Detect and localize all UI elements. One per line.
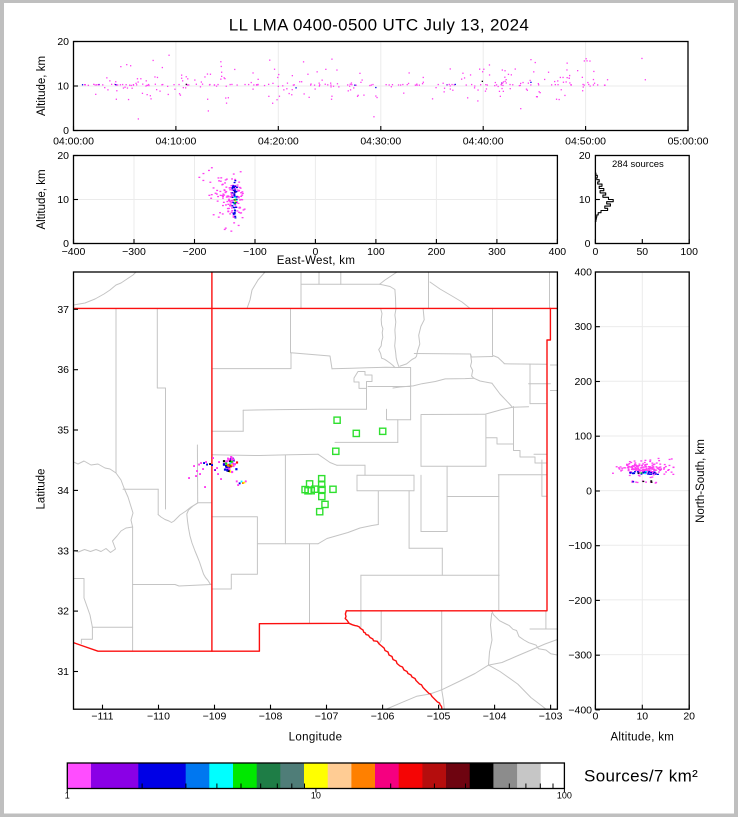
svg-text:Sources/7 km²: Sources/7 km² [584, 767, 698, 786]
svg-text:Longitude: Longitude [289, 732, 343, 744]
svg-text:284 sources: 284 sources [612, 159, 664, 170]
svg-text:32: 32 [57, 606, 69, 618]
svg-text:−300: −300 [568, 650, 592, 662]
svg-text:Altitude, km: Altitude, km [36, 169, 48, 229]
svg-text:100: 100 [557, 791, 572, 801]
svg-text:37: 37 [57, 304, 69, 316]
svg-text:0: 0 [592, 246, 598, 258]
svg-text:−105: −105 [427, 711, 451, 723]
svg-text:LL LMA 0400-0500 UTC July 13,: LL LMA 0400-0500 UTC July 13, 2024 [229, 16, 529, 35]
svg-text:−106: −106 [371, 711, 395, 723]
svg-text:0: 0 [63, 125, 69, 137]
svg-text:Altitude, km: Altitude, km [610, 732, 674, 744]
svg-text:−104: −104 [483, 711, 507, 723]
svg-text:36: 36 [57, 364, 69, 376]
svg-text:20: 20 [579, 150, 591, 162]
svg-text:100: 100 [367, 246, 385, 258]
svg-text:10: 10 [57, 81, 69, 93]
svg-text:−107: −107 [315, 711, 339, 723]
svg-text:10: 10 [636, 711, 648, 723]
svg-text:−400: −400 [568, 704, 592, 716]
svg-text:200: 200 [428, 246, 446, 258]
svg-text:−400: −400 [62, 246, 86, 258]
svg-text:0: 0 [585, 238, 591, 250]
svg-text:−110: −110 [147, 711, 170, 723]
svg-text:−103: −103 [539, 711, 563, 723]
svg-text:04:50:00: 04:50:00 [565, 135, 606, 147]
svg-text:1: 1 [65, 791, 70, 801]
svg-text:04:10:00: 04:10:00 [155, 135, 196, 147]
svg-text:04:00:00: 04:00:00 [53, 135, 94, 147]
svg-text:−300: −300 [122, 246, 146, 258]
svg-text:−200: −200 [183, 246, 207, 258]
svg-text:−200: −200 [568, 595, 592, 607]
svg-text:33: 33 [57, 545, 69, 557]
svg-text:0: 0 [592, 711, 598, 723]
svg-text:−109: −109 [203, 711, 227, 723]
svg-text:−100: −100 [568, 540, 592, 552]
svg-text:10: 10 [311, 791, 321, 801]
svg-text:North-South, km: North-South, km [695, 439, 707, 523]
svg-text:100: 100 [680, 246, 698, 258]
svg-text:10: 10 [57, 194, 69, 206]
svg-text:300: 300 [574, 321, 592, 333]
svg-text:0: 0 [63, 238, 69, 250]
svg-text:35: 35 [57, 425, 69, 437]
svg-text:−108: −108 [259, 711, 283, 723]
svg-text:300: 300 [488, 246, 506, 258]
svg-text:0: 0 [586, 485, 592, 497]
svg-text:04:30:00: 04:30:00 [360, 135, 401, 147]
svg-text:200: 200 [574, 376, 592, 388]
svg-text:04:20:00: 04:20:00 [258, 135, 299, 147]
svg-text:10: 10 [579, 194, 591, 206]
svg-text:20: 20 [57, 150, 69, 162]
svg-text:04:40:00: 04:40:00 [463, 135, 504, 147]
svg-text:400: 400 [549, 246, 567, 258]
svg-text:−111: −111 [91, 711, 113, 723]
svg-text:0: 0 [313, 246, 319, 258]
svg-text:400: 400 [574, 267, 592, 279]
svg-text:Altitude, km: Altitude, km [36, 56, 48, 116]
svg-text:100: 100 [574, 431, 592, 443]
svg-text:31: 31 [57, 666, 69, 678]
svg-text:50: 50 [636, 246, 648, 258]
svg-text:East-West, km: East-West, km [277, 255, 355, 267]
svg-text:34: 34 [57, 485, 69, 497]
svg-text:20: 20 [683, 711, 695, 723]
svg-text:05:00:00: 05:00:00 [668, 135, 709, 147]
svg-text:20: 20 [57, 36, 69, 48]
svg-text:−100: −100 [243, 246, 267, 258]
svg-text:Latitude: Latitude [36, 469, 48, 510]
